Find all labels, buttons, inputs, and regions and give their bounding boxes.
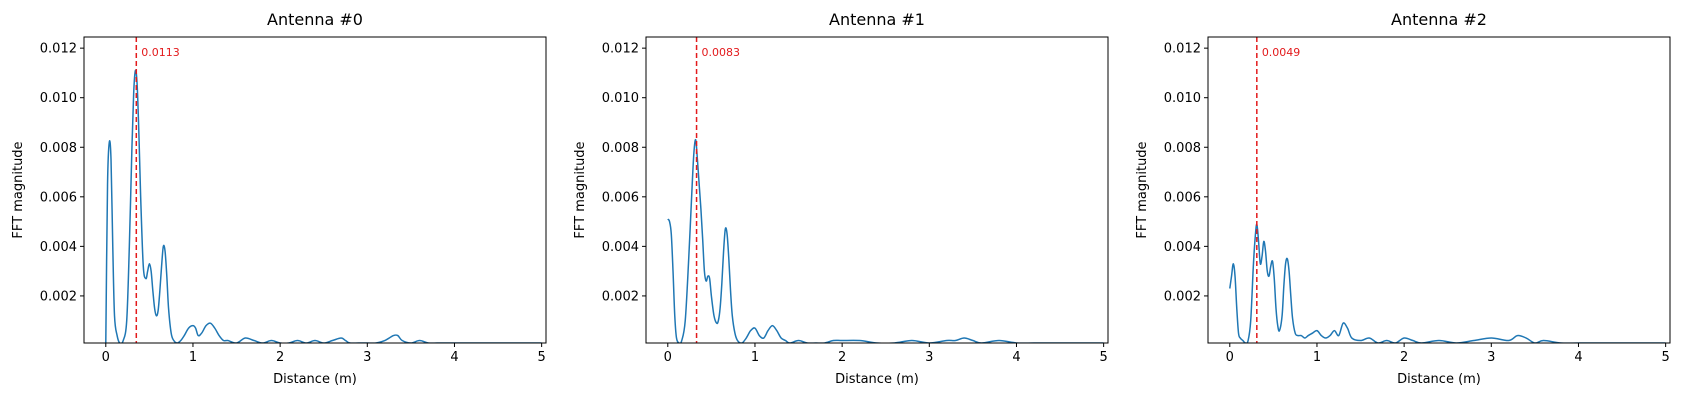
axes-frame: [645, 36, 1109, 344]
y-tick-label: 0.012: [602, 42, 639, 57]
subplot-antenna-2: 0 1 2 3 4 5 0.002 0.004 0.006 0.008 0.010 0.012 Ant…: [1135, 10, 1671, 387]
x-tick-label: 4: [450, 350, 458, 365]
y-tick-label: 0.012: [1164, 42, 1201, 57]
y-tick-label: 0.006: [602, 190, 639, 205]
y-tick-label: 0.002: [602, 289, 639, 304]
axes-frame: [83, 36, 547, 344]
fft-magnitude-line: [667, 138, 1104, 343]
y-axis-label: FFT magnitude: [11, 141, 26, 238]
plot-area: [1229, 37, 1666, 343]
y-tick-label: 0.008: [602, 141, 639, 156]
y-tick-label: 0.006: [40, 190, 77, 205]
y-tick-label: 0.008: [40, 141, 77, 156]
plot-area: [105, 37, 542, 343]
x-tick-label: 5: [1100, 350, 1108, 365]
fft-magnitude-line: [1229, 223, 1666, 343]
y-tick-label: 0.004: [40, 240, 77, 255]
peak-value-label: 0.0113: [141, 46, 180, 59]
y-tick-label: 0.004: [602, 240, 639, 255]
axis-ticks: 0 1 2 3 4 5 0.002 0.004 0.006 0.008 0.010 0.012: [1164, 42, 1670, 365]
chart-title: Antenna #1: [829, 10, 925, 29]
x-tick-label: 2: [838, 350, 846, 365]
x-tick-label: 4: [1012, 350, 1020, 365]
x-tick-label: 1: [1313, 350, 1321, 365]
x-axis-label: Distance (m): [273, 372, 357, 387]
y-tick-label: 0.008: [1164, 141, 1201, 156]
subplot-antenna-0: 0 1 2 3 4 5 0.002 0.004 0.006 0.008 0.010 0.012 Ant…: [11, 10, 547, 387]
x-tick-label: 1: [189, 350, 197, 365]
y-tick-label: 0.010: [40, 91, 77, 106]
x-tick-label: 0: [664, 350, 672, 365]
x-tick-label: 0: [1226, 350, 1234, 365]
y-tick-label: 0.010: [1164, 91, 1201, 106]
y-axis-label: FFT magnitude: [1135, 141, 1150, 238]
y-axis-label: FFT magnitude: [573, 141, 588, 238]
y-tick-label: 0.006: [1164, 190, 1201, 205]
axis-ticks: 0 1 2 3 4 5 0.002 0.004 0.006 0.008 0.010 0.012: [40, 42, 546, 365]
y-tick-label: 0.012: [40, 42, 77, 57]
x-tick-label: 3: [363, 350, 371, 365]
x-tick-label: 0: [102, 350, 110, 365]
chart-title: Antenna #0: [267, 10, 363, 29]
y-tick-label: 0.002: [40, 289, 77, 304]
x-axis-label: Distance (m): [1397, 372, 1481, 387]
x-tick-label: 2: [1400, 350, 1408, 365]
y-tick-label: 0.002: [1164, 289, 1201, 304]
peak-value-label: 0.0083: [702, 46, 741, 59]
fft-magnitude-line: [105, 69, 542, 343]
axes-frame: [1207, 36, 1671, 344]
y-tick-label: 0.004: [1164, 240, 1201, 255]
plot-area: [667, 37, 1104, 343]
peak-value-label: 0.0049: [1262, 46, 1301, 59]
x-tick-label: 3: [925, 350, 933, 365]
x-tick-label: 4: [1574, 350, 1582, 365]
chart-title: Antenna #2: [1391, 10, 1487, 29]
x-tick-label: 5: [538, 350, 546, 365]
x-tick-label: 5: [1662, 350, 1670, 365]
x-tick-label: 3: [1487, 350, 1495, 365]
x-tick-label: 1: [751, 350, 759, 365]
x-axis-label: Distance (m): [835, 372, 919, 387]
axis-ticks: 0 1 2 3 4 5 0.002 0.004 0.006 0.008 0.010 0.012: [602, 42, 1108, 365]
subplot-antenna-1: 0 1 2 3 4 5 0.002 0.004 0.006 0.008 0.010 0.012 Ant…: [573, 10, 1109, 387]
x-tick-label: 2: [276, 350, 284, 365]
y-tick-label: 0.010: [602, 91, 639, 106]
